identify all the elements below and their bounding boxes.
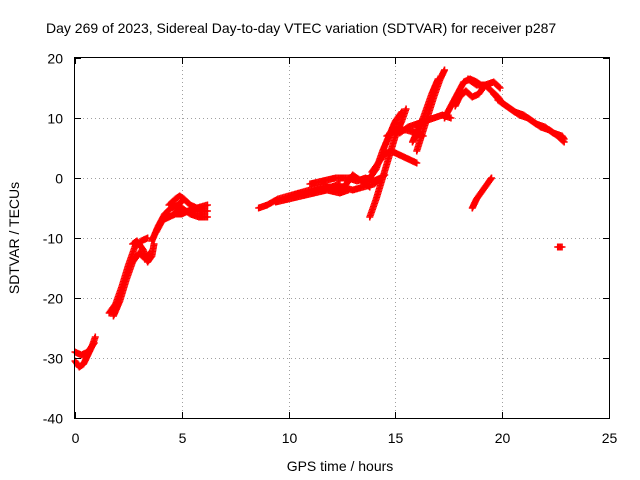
data-point — [203, 213, 211, 221]
data-point — [89, 340, 97, 348]
data-marks — [71, 66, 568, 371]
data-point — [434, 75, 442, 83]
data-point — [496, 84, 504, 92]
x-tick-label: 15 — [388, 430, 404, 446]
data-point — [413, 159, 421, 167]
x-tick-label: 25 — [602, 430, 618, 446]
y-tick-label: -10 — [43, 231, 63, 247]
axis-ticks: 0 5 10 15 20 25 -40 -30 -20 -10 0 10 20 — [43, 51, 618, 447]
data-point — [558, 243, 566, 251]
data-point — [560, 138, 568, 146]
data-point — [495, 83, 503, 91]
y-tick-label: 10 — [47, 111, 63, 127]
data-point — [365, 182, 373, 190]
data-point — [402, 105, 410, 113]
data-point — [488, 174, 496, 182]
x-tick-label: 20 — [495, 430, 511, 446]
data-point — [90, 339, 98, 347]
x-tick-label: 5 — [179, 430, 187, 446]
data-point — [447, 114, 455, 122]
data-point — [366, 183, 374, 191]
x-axis-label: GPS time / hours — [287, 458, 394, 474]
data-point — [203, 207, 211, 215]
y-tick-label: 20 — [47, 51, 63, 67]
data-point — [441, 66, 449, 74]
y-tick-label: -30 — [43, 351, 63, 367]
y-tick-label: -20 — [43, 291, 63, 307]
data-point — [203, 201, 211, 209]
y-tick-label: -40 — [43, 411, 63, 427]
x-tick-label: 0 — [72, 430, 80, 446]
data-point — [559, 137, 567, 145]
plot-frame — [74, 57, 610, 419]
y-axis-label: SDTVAR / TECUs — [6, 182, 22, 294]
chart-title: Day 269 of 2023, Sidereal Day-to-day VTE… — [46, 20, 556, 36]
x-tick-label: 10 — [282, 430, 298, 446]
y-tick-label: 0 — [55, 171, 63, 187]
data-point — [91, 333, 99, 341]
